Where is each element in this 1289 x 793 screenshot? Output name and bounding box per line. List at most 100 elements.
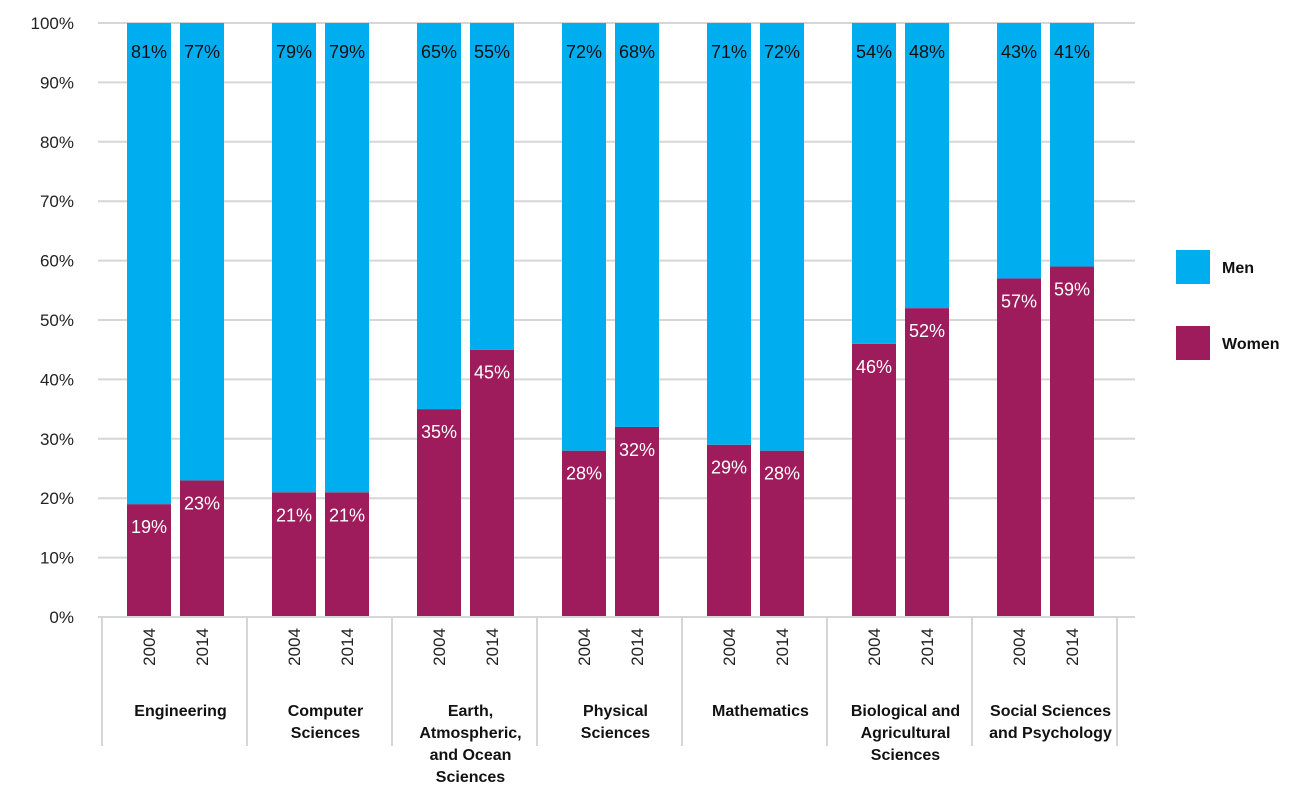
bar-women	[325, 492, 369, 617]
data-label-men: 68%	[619, 42, 655, 62]
x-group-label: Atmospheric,	[419, 725, 521, 742]
bar-women	[417, 409, 461, 617]
data-label-women: 28%	[764, 464, 800, 484]
bar-women	[562, 450, 606, 617]
x-group-label: Sciences	[871, 747, 940, 764]
bar-women	[905, 308, 949, 617]
y-tick-label: 70%	[40, 192, 74, 211]
data-label-men: 79%	[329, 42, 365, 62]
legend-swatch-women	[1176, 326, 1210, 360]
bar-men	[615, 23, 659, 427]
y-tick-label: 0%	[49, 608, 74, 627]
x-group-label: Sciences	[436, 769, 505, 786]
x-tick-label-year: 2004	[1010, 628, 1029, 666]
bar-men	[325, 23, 369, 493]
y-tick-label: 60%	[40, 252, 74, 271]
x-axis	[98, 616, 1135, 746]
x-group-label: Sciences	[581, 725, 650, 742]
data-label-women: 21%	[329, 505, 365, 525]
data-label-men: 72%	[764, 42, 800, 62]
x-tick-label-year: 2014	[338, 628, 357, 666]
bar-men	[417, 23, 461, 410]
data-label-men: 79%	[276, 42, 312, 62]
x-tick-label-year: 2014	[773, 628, 792, 666]
x-tick-label-year: 2004	[285, 628, 304, 666]
data-label-men: 41%	[1054, 42, 1090, 62]
y-tick-label: 80%	[40, 133, 74, 152]
x-tick-label-year: 2014	[483, 628, 502, 666]
data-label-women: 32%	[619, 440, 655, 460]
bar-men	[272, 23, 316, 493]
data-label-men: 43%	[1001, 42, 1037, 62]
legend-label-men: Men	[1222, 260, 1254, 277]
legend-label-women: Women	[1222, 336, 1279, 353]
data-label-women: 19%	[131, 517, 167, 537]
data-label-women: 35%	[421, 422, 457, 442]
x-group-label: Biological and	[851, 703, 960, 720]
bar-men	[127, 23, 171, 505]
y-tick-label: 50%	[40, 311, 74, 330]
x-group-label: Sciences	[291, 725, 360, 742]
x-axis-labels: 2004 2014 Engineering 2004 2014 Computer Scien…	[134, 628, 1112, 786]
x-group-label: Agricultural	[861, 725, 951, 742]
x-tick-label-year: 2004	[430, 628, 449, 666]
x-tick-label-year: 2004	[865, 628, 884, 666]
data-label-women: 46%	[856, 357, 892, 377]
x-tick-label-year: 2004	[140, 628, 159, 666]
data-label-men: 72%	[566, 42, 602, 62]
y-tick-label: 30%	[40, 430, 74, 449]
data-label-women: 23%	[184, 493, 220, 513]
x-tick-label-year: 2014	[1063, 628, 1082, 666]
y-tick-label: 20%	[40, 489, 74, 508]
x-group-label: Physical	[583, 703, 648, 720]
bar-women	[852, 343, 896, 617]
x-group-label: and Psychology	[989, 725, 1112, 742]
bars: 19% 81% 23% 77% 21% 79% 21% 79% 35% 65% 45% 55% 28% 7…	[127, 23, 1094, 617]
x-group-label: Mathematics	[712, 703, 809, 720]
x-tick-label-year: 2014	[628, 628, 647, 666]
bar-men	[760, 23, 804, 451]
y-tick-label: 90%	[40, 73, 74, 92]
x-tick-label-year: 2014	[193, 628, 212, 666]
data-label-women: 57%	[1001, 291, 1037, 311]
data-label-men: 48%	[909, 42, 945, 62]
x-tick-label-year: 2004	[720, 628, 739, 666]
data-label-women: 45%	[474, 363, 510, 383]
x-group-label: Computer	[288, 703, 364, 720]
bar-women	[272, 492, 316, 617]
y-tick-label: 100%	[31, 14, 74, 33]
bar-men	[707, 23, 751, 445]
legend-swatch-men	[1176, 250, 1210, 284]
data-label-men: 77%	[184, 42, 220, 62]
x-group-label: Earth,	[448, 703, 493, 720]
x-group-label: Engineering	[134, 703, 226, 720]
data-label-men: 81%	[131, 42, 167, 62]
data-label-men: 54%	[856, 42, 892, 62]
bar-men	[470, 23, 514, 350]
y-tick-label: 40%	[40, 370, 74, 389]
data-label-men: 55%	[474, 42, 510, 62]
bar-women	[615, 426, 659, 617]
data-label-women: 29%	[711, 458, 747, 478]
bar-women	[180, 480, 224, 617]
data-label-men: 71%	[711, 42, 747, 62]
bar-women	[470, 349, 514, 617]
bar-men	[1050, 23, 1094, 267]
bar-women	[760, 450, 804, 617]
x-tick-label-year: 2004	[575, 628, 594, 666]
bar-men	[852, 23, 896, 344]
y-axis-tick-labels: 0% 10% 20% 30% 40% 50% 60% 70% 80% 90% 100%	[31, 14, 74, 627]
bar-men	[562, 23, 606, 451]
bar-women	[997, 278, 1041, 617]
x-tick-label-year: 2014	[918, 628, 937, 666]
x-group-label: Social Sciences	[990, 703, 1111, 720]
bar-women	[1050, 266, 1094, 617]
bar-men	[905, 23, 949, 309]
data-label-women: 21%	[276, 505, 312, 525]
bar-men	[997, 23, 1041, 279]
data-label-women: 28%	[566, 464, 602, 484]
bar-women	[127, 504, 171, 617]
data-label-women: 59%	[1054, 280, 1090, 300]
bar-women	[707, 444, 751, 617]
